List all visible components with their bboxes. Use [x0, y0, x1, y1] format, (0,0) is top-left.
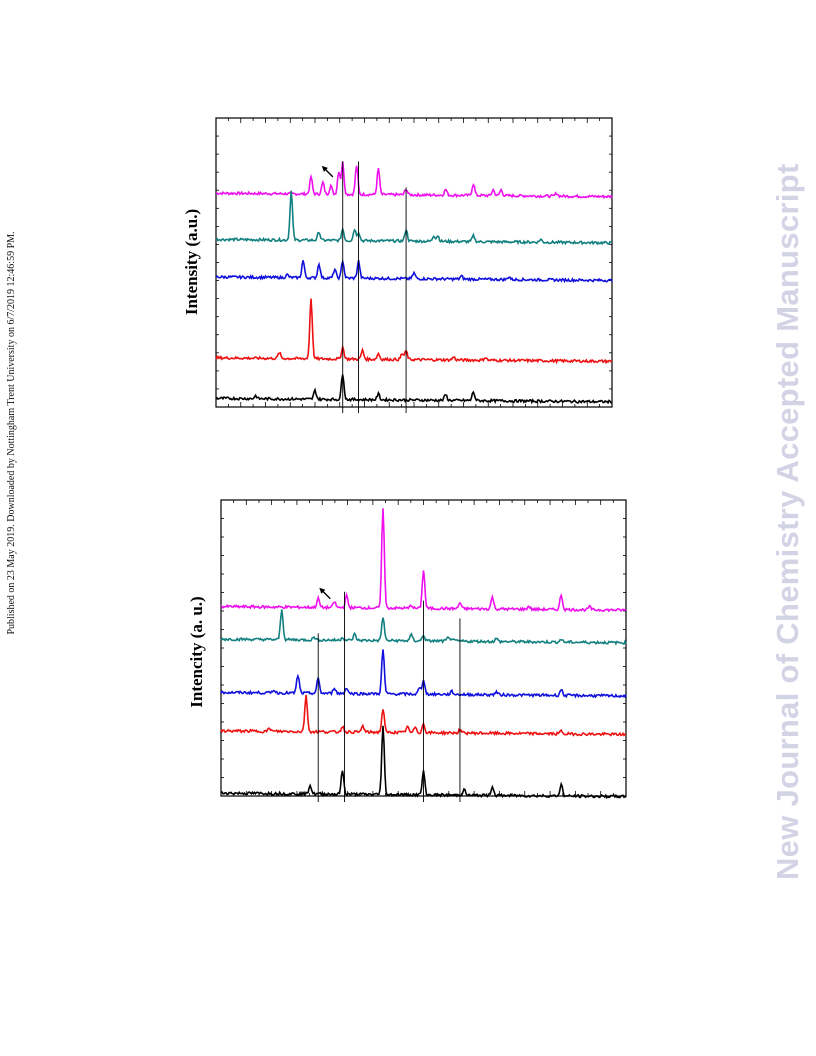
peak-arrow-head: [319, 587, 326, 594]
series-teal: [215, 190, 613, 246]
series-blue: [215, 258, 613, 284]
series-black: [215, 374, 613, 405]
series-magenta: [220, 508, 627, 613]
peak-arrow-head: [321, 165, 328, 172]
series-red: [215, 298, 613, 365]
chart-2: Intencity (a. u.): [187, 499, 627, 802]
y-axis-label: Intensity (a.u.): [182, 209, 201, 315]
y-axis-label: Intencity (a. u.): [187, 596, 206, 707]
plot-frame: [215, 117, 613, 408]
series-magenta: [215, 161, 613, 199]
chart-1: Intensity (a.u.): [182, 117, 613, 413]
